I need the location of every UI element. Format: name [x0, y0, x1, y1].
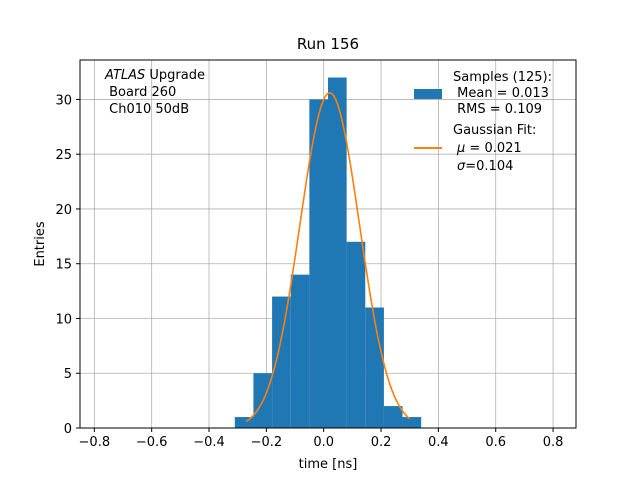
y-tick-label: 10 [55, 312, 72, 327]
histogram-bars [234, 77, 422, 429]
legend-samples-line-1: Samples (125): [453, 70, 552, 85]
annotation-line-3: Ch010 50dB [105, 102, 189, 117]
x-axis-ticks: −0.8 −0.6 −0.4 −0.2 0.0 0.2 0.4 0.6 0.8 [79, 428, 564, 450]
legend-fit-line-2: μ = 0.021 [456, 141, 522, 156]
histogram-bar [346, 241, 366, 428]
y-tick-label: 5 [64, 367, 72, 382]
legend-samples-line-3: RMS = 0.109 [453, 102, 542, 117]
atlas-annotation: ATLAS Upgrade Board 260 Ch010 50dB [104, 68, 205, 117]
y-tick-label: 20 [55, 203, 72, 218]
histogram-bar [272, 296, 291, 428]
x-tick-label: 0.8 [543, 435, 564, 450]
x-tick-label: 0.2 [371, 435, 392, 450]
y-axis-label: Entries [33, 221, 48, 267]
plot-frame [79, 59, 577, 429]
x-tick-label: −0.4 [193, 435, 225, 450]
histogram-bar [402, 417, 422, 428]
y-tick-label: 30 [55, 93, 72, 108]
y-axis-ticks: 0 5 10 15 20 25 30 [55, 93, 80, 437]
annotation-line-1: ATLAS Upgrade [104, 68, 205, 83]
legend-samples-line-2: Mean = 0.013 [453, 86, 549, 101]
x-tick-label: 0.6 [485, 435, 506, 450]
legend-sigma-value: =0.104 [465, 159, 513, 174]
annotation-upgrade: Upgrade [145, 68, 205, 83]
x-axis-label: time [ns] [299, 457, 358, 472]
legend-samples-swatch [414, 89, 442, 99]
gaussian-fit-curve [245, 92, 411, 422]
chart-title: Run 156 [297, 35, 359, 53]
y-tick-label: 0 [64, 422, 72, 437]
x-tick-label: −0.8 [79, 435, 111, 450]
histogram-bar [328, 77, 347, 429]
legend-sigma-symbol: σ [457, 159, 466, 174]
gaussian-fit [245, 92, 411, 422]
histogram-bar [365, 307, 384, 428]
histogram-bar [290, 274, 310, 428]
annotation-atlas: ATLAS [104, 68, 145, 83]
legend: Samples (125): Mean = 0.013 RMS = 0.109 … [414, 70, 552, 174]
legend-fit-line-1: Gaussian Fit: [453, 123, 536, 138]
x-tick-label: −0.6 [136, 435, 168, 450]
histogram-bar [309, 99, 328, 428]
x-tick-label: 0.0 [313, 435, 334, 450]
legend-mu-symbol: μ [456, 141, 465, 156]
histogram-bar [383, 406, 403, 428]
y-tick-label: 25 [55, 148, 72, 163]
annotation-line-2: Board 260 [105, 85, 176, 100]
x-tick-label: 0.4 [428, 435, 449, 450]
x-tick-label: −0.2 [251, 435, 283, 450]
legend-mu-value: = 0.021 [465, 141, 521, 156]
y-tick-label: 15 [55, 258, 72, 273]
histogram-bar [234, 417, 254, 428]
legend-fit-line-3: σ=0.104 [457, 159, 513, 174]
